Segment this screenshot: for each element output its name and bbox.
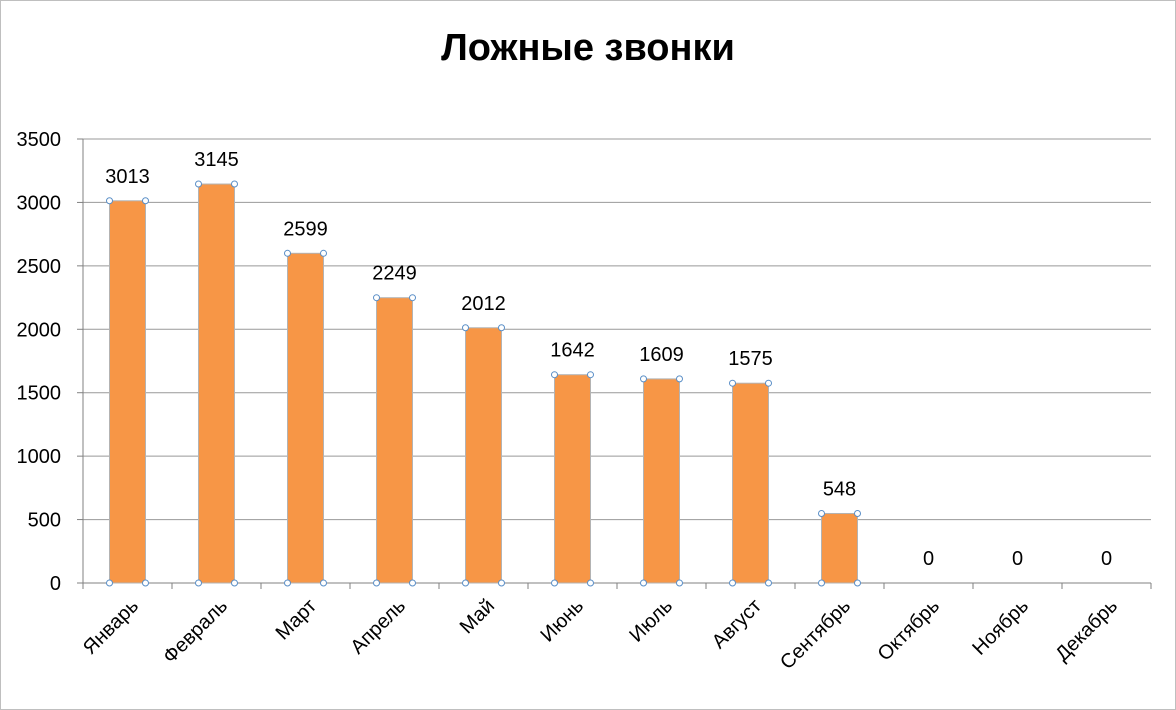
selection-handle [729,579,736,587]
selection-handle [231,579,238,587]
selection-handle [106,579,113,587]
selection-handle [284,579,291,587]
data-label: 2249 [372,263,417,285]
selection-handle [587,371,594,379]
bar [821,512,858,584]
y-tick-label: 1000 [17,446,62,468]
data-label: 1609 [639,344,684,366]
y-tick-label: 500 [28,510,61,532]
x-tick-label: Июнь [537,595,589,647]
selection-handle [854,579,861,587]
data-label: 2599 [283,218,328,240]
selection-handle [142,579,149,587]
bar [465,327,502,584]
bar [554,374,591,584]
x-tick-label: Сентябрь [776,595,855,674]
x-tick-label: Январь [79,595,143,659]
selection-handle [765,579,772,587]
selection-handle [320,579,327,587]
selection-handle [284,249,291,257]
y-tick-label: 3500 [17,129,62,151]
x-tick-label: Октябрь [874,595,944,665]
selection-handle [498,324,505,332]
selection-handle [854,509,861,517]
selection-handle [676,579,683,587]
bar [643,378,680,584]
selection-handle [551,371,558,379]
selection-handle [498,579,505,587]
selection-handle [462,579,469,587]
data-label: 0 [923,548,934,570]
data-label: 3013 [105,166,150,188]
x-tick-label: Ноябрь [968,595,1033,660]
selection-handle [818,509,825,517]
data-label: 3145 [194,149,239,171]
y-tick-label: 1500 [17,383,62,405]
y-tick-label: 2500 [17,256,62,278]
selection-handle [409,294,416,302]
selection-handle [729,379,736,387]
selection-handle [765,379,772,387]
y-tick-label: 2000 [17,319,62,341]
x-tick-label: Август [708,595,766,653]
y-tick-label: 3000 [17,192,62,214]
x-tick-label: Декабрь [1051,595,1122,666]
selection-handle [587,579,594,587]
bar [109,200,146,584]
selection-handle [818,579,825,587]
selection-handle [195,180,202,188]
selection-handle [676,375,683,383]
bar [198,183,235,584]
x-tick-label: Июль [625,595,677,647]
selection-handle [409,579,416,587]
x-tick-label: Апрель [347,595,411,659]
data-label: 2012 [461,293,506,315]
x-tick-label: Март [272,595,321,644]
selection-handle [462,324,469,332]
selection-handle [195,579,202,587]
bar [732,382,769,584]
data-label: 1642 [550,340,595,362]
data-label: 548 [823,478,856,500]
bar [376,297,413,584]
y-tick-label: 0 [50,573,61,595]
data-label: 0 [1012,548,1023,570]
x-tick-label: Май [456,595,499,638]
selection-handle [640,579,647,587]
data-label: 1575 [728,348,773,370]
selection-handle [373,294,380,302]
chart-title: Ложные звонки [441,27,735,69]
bar [287,252,324,584]
selection-handle [373,579,380,587]
x-tick-label: Февраль [159,595,232,668]
selection-handle [106,197,113,205]
selection-handle [142,197,149,205]
selection-handle [640,375,647,383]
data-label: 0 [1101,548,1112,570]
selection-handle [320,249,327,257]
selection-handle [231,180,238,188]
selection-handle [551,579,558,587]
